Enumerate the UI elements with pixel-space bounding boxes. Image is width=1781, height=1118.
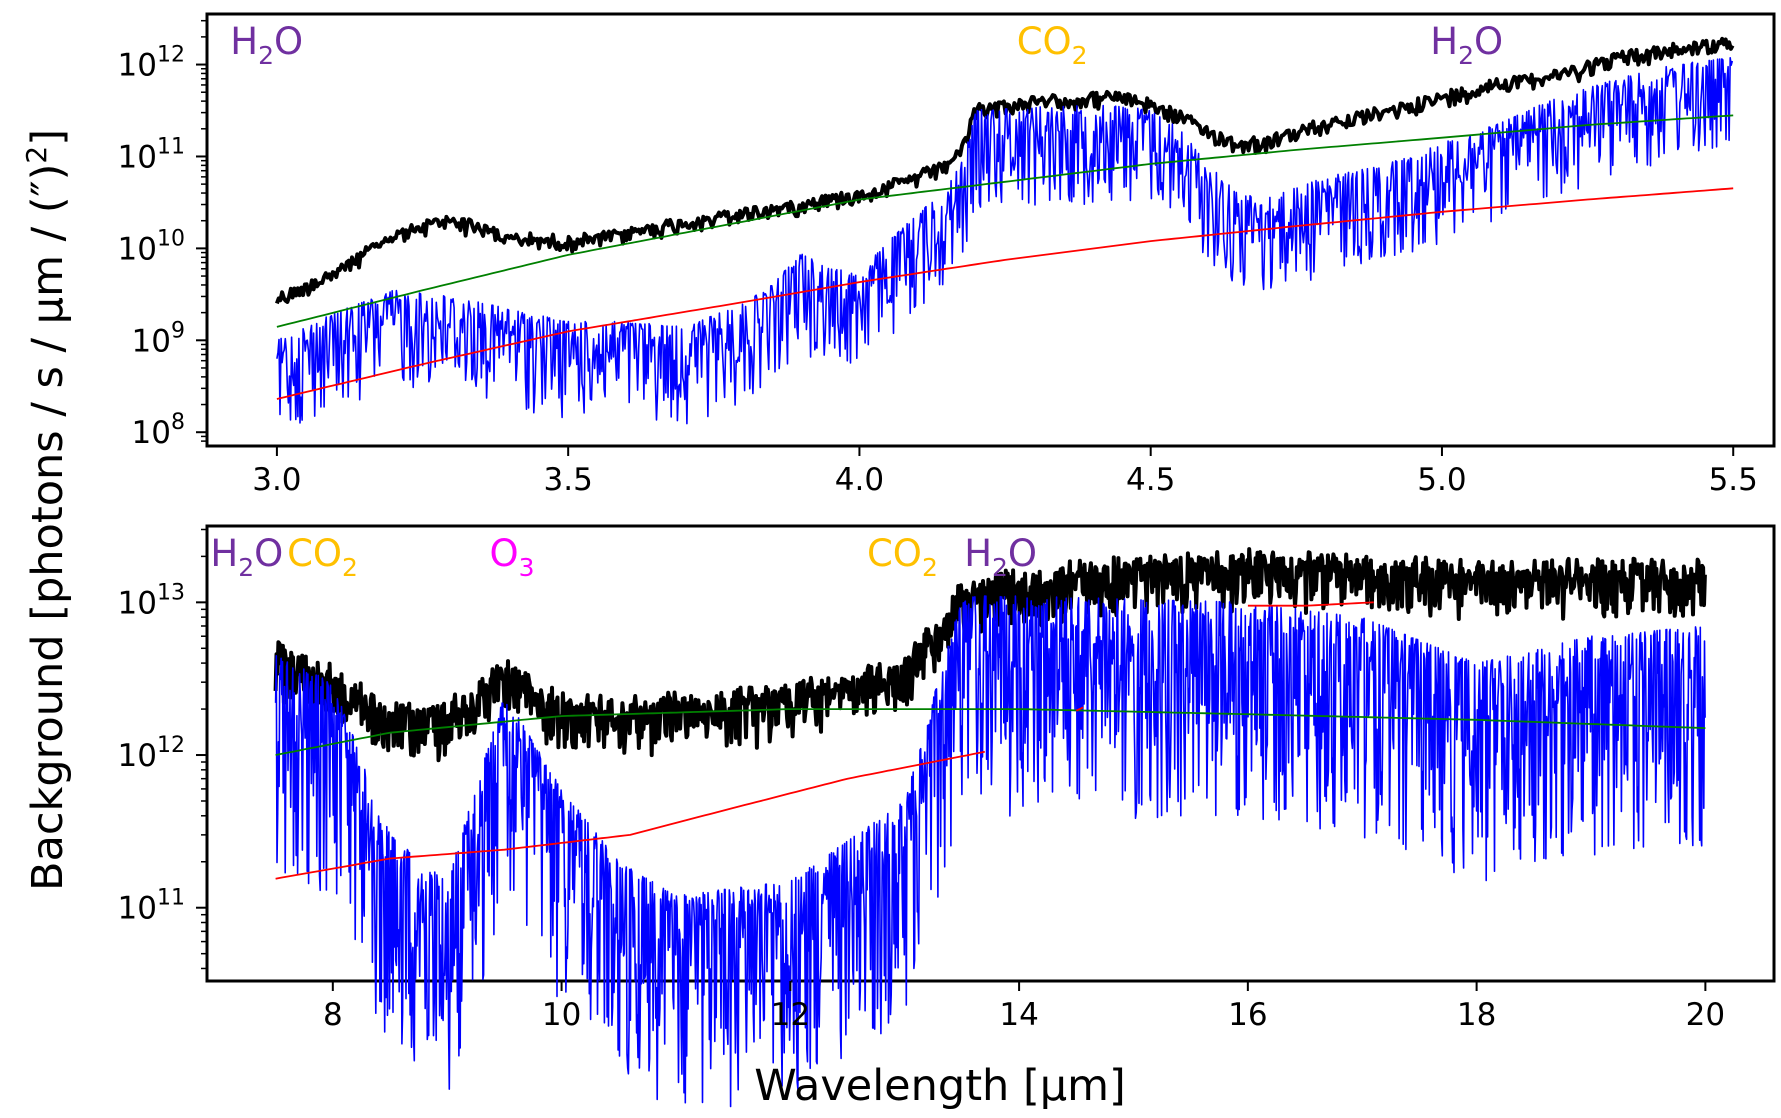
y-tick-label: 108 — [132, 410, 185, 451]
x-tick-label: 12 — [771, 997, 810, 1033]
molecule-label: O3 — [490, 532, 535, 582]
series-thermal — [276, 114, 1734, 328]
series-transmitted — [276, 56, 1734, 425]
y-tick-label: 1010 — [118, 226, 185, 267]
plot-frame — [205, 524, 1776, 983]
x-tick-label: 4.0 — [835, 462, 884, 498]
molecule-label: CO2 — [867, 532, 938, 582]
molecule-label: H2O — [1430, 20, 1503, 70]
x-tick-label: 8 — [323, 997, 343, 1033]
x-tick-label: 5.5 — [1709, 462, 1758, 498]
x-tick-label: 3.0 — [252, 462, 301, 498]
series-thermal — [275, 708, 1706, 756]
series-total — [273, 547, 1707, 763]
series-other — [1247, 601, 1374, 607]
x-tick-label: 3.5 — [544, 462, 593, 498]
series-other — [275, 750, 985, 880]
molecule-label: CO2 — [287, 532, 358, 582]
y-tick-label: 1013 — [118, 580, 185, 621]
x-tick-label: 10 — [542, 997, 581, 1033]
y-tick-label: 1011 — [118, 134, 185, 175]
plot-frame — [205, 12, 1776, 448]
x-tick-label: 20 — [1686, 997, 1725, 1033]
x-tick-label: 14 — [999, 997, 1038, 1033]
x-tick-label: 4.5 — [1126, 462, 1175, 498]
y-tick-label: 109 — [132, 318, 185, 359]
series-other — [1075, 706, 1084, 712]
x-tick-label: 5.0 — [1417, 462, 1466, 498]
series-total — [275, 36, 1735, 305]
x-tick-label: 18 — [1457, 997, 1496, 1033]
molecule-label: H2O — [210, 532, 283, 582]
x-axis-label: Wavelength [µm] — [754, 1061, 1126, 1111]
y-axis-label: Background [photons / s / µm / (″)2] — [20, 129, 73, 891]
x-tick-label: 16 — [1228, 997, 1267, 1033]
series-other — [276, 187, 1734, 400]
molecule-label: H2O — [230, 20, 303, 70]
y-tick-label: 1011 — [118, 886, 185, 927]
y-tick-label: 1012 — [118, 733, 185, 774]
molecule-label: H2O — [964, 532, 1037, 582]
series-transmitted — [274, 595, 1706, 1108]
panel-top: 3.0 3.5 4.0 4.5 5.0 5.5 108 109 1010 1011 1012 H2O C… — [118, 12, 1776, 498]
molecule-label: CO2 — [1017, 20, 1088, 70]
y-tick-label: 1012 — [118, 43, 185, 84]
